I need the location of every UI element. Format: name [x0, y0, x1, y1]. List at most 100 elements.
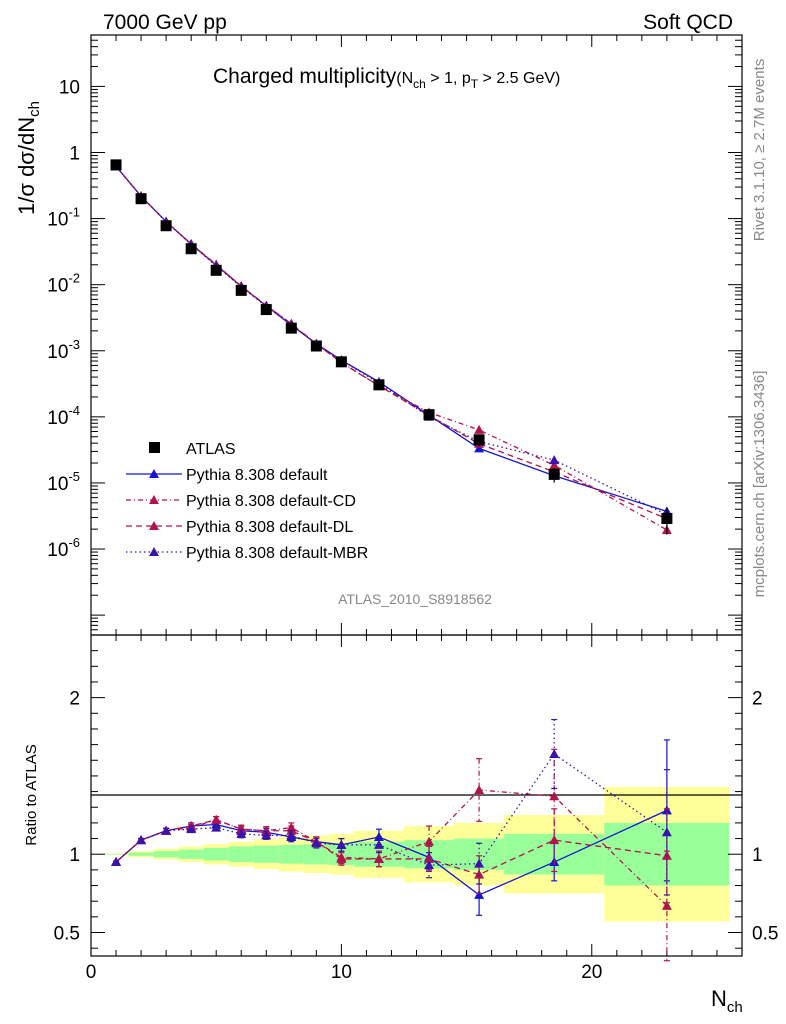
y-axis-label-main: 1/σ dσ/dNch — [14, 101, 43, 215]
ratio-series-marker — [424, 836, 435, 846]
ratio-series-marker — [286, 830, 297, 840]
ratio-series-line — [115, 753, 668, 866]
ratio-series-marker — [373, 839, 384, 849]
x-axis-label: Nch — [711, 986, 743, 1016]
data-point — [373, 379, 385, 391]
ratio-series-marker — [424, 860, 435, 870]
energy-label: 7000 GeV pp — [103, 11, 227, 34]
ratio-series-marker — [136, 835, 147, 845]
main-series-marker — [474, 424, 485, 434]
ratio-y-tick-label-right: 1 — [752, 845, 763, 866]
main-y-tick-label: 10-2 — [47, 271, 80, 297]
main-series-marker — [474, 443, 485, 453]
data-point — [110, 159, 122, 171]
ratio-band-inner — [203, 847, 229, 861]
main-series-marker — [549, 455, 560, 465]
data-point — [185, 243, 197, 255]
legend-label: Pythia 8.308 default-DL — [186, 519, 353, 536]
ratio-series-marker — [474, 785, 485, 795]
data-point — [210, 264, 222, 276]
data-point — [310, 340, 322, 352]
ratio-series-marker — [549, 749, 560, 759]
ratio-band-inner — [178, 849, 204, 859]
ratio-series-marker — [474, 858, 485, 868]
ratio-series-marker — [549, 835, 560, 845]
ratio-series-marker — [236, 828, 247, 838]
main-series-marker — [549, 460, 560, 470]
ratio-series-marker — [311, 838, 322, 848]
data-point — [160, 220, 172, 232]
ratio-band-inner — [228, 846, 254, 863]
legend-marker — [149, 547, 159, 556]
x-tick-label: 20 — [581, 962, 602, 983]
ratio-series-marker — [661, 827, 672, 837]
ratio-band-inner — [278, 844, 304, 864]
ratio-series-marker — [261, 830, 272, 840]
ratio-series-marker — [549, 791, 560, 801]
legend-marker-data — [149, 442, 160, 453]
data-point — [661, 512, 673, 524]
ratio-series-marker — [661, 900, 672, 910]
main-y-tick-label: 10-4 — [47, 403, 80, 429]
legend-marker — [149, 495, 159, 504]
legend-marker — [149, 469, 159, 478]
data-point — [548, 468, 560, 480]
ratio-panel: 0 10 20 0.5 0.5 1 1 2 2 — [54, 634, 778, 983]
ratio-y-tick-label: 0.5 — [54, 924, 80, 945]
ratio-series-marker — [161, 825, 172, 835]
mcplots-label: mcplots.cern.ch [arXiv:1306.3436] — [751, 371, 768, 598]
main-y-tick-label: 10 — [59, 77, 80, 98]
main-series-line — [115, 165, 668, 516]
legend: ATLAS Pythia 8.308 default Pythia 8.308 d… — [126, 441, 368, 562]
ratio-series-marker — [111, 857, 122, 867]
rivet-label: Rivet 3.1.10, ≥ 2.7M events — [751, 59, 768, 242]
ratio-band-inner — [303, 844, 329, 865]
data-point — [335, 356, 347, 368]
x-tick-label: 10 — [331, 962, 352, 983]
data-point — [235, 284, 247, 296]
ratio-series-marker — [211, 822, 222, 832]
ratio-series-marker — [373, 853, 384, 863]
ratio-series-marker — [236, 824, 247, 834]
ratio-y-tick-label-right: 2 — [752, 689, 763, 710]
ratio-frame — [90, 634, 743, 957]
ratio-band-inner — [128, 852, 154, 856]
main-series-line — [115, 165, 668, 520]
y-axis-label-ratio: Ratio to ATLAS — [23, 744, 40, 845]
legend-label: Pythia 8.308 default-CD — [186, 493, 356, 510]
legend-label: Pythia 8.308 default-MBR — [186, 545, 368, 562]
ratio-series-marker — [336, 839, 347, 849]
ratio-series-marker — [186, 824, 197, 834]
legend-label: Pythia 8.308 default — [186, 467, 328, 484]
x-tick-label: 0 — [86, 962, 97, 983]
data-point — [473, 434, 485, 446]
ratio-series-marker — [474, 869, 485, 879]
ratio-band-inner — [153, 851, 179, 858]
data-point — [285, 322, 297, 334]
ratio-band-inner — [103, 853, 129, 855]
data-point — [260, 304, 272, 316]
main-series-line — [115, 165, 668, 512]
ratio-y-tick-label: 2 — [69, 689, 80, 710]
data-point — [423, 409, 435, 421]
main-panel: 10-6 10-5 10-4 10-3 10-2 10-1 1 10 — [47, 34, 743, 636]
ratio-series-marker — [261, 825, 272, 835]
main-y-tick-label: 10-5 — [47, 469, 80, 495]
main-y-tick-label: 10-1 — [47, 205, 80, 231]
ratio-series-marker — [211, 814, 222, 824]
analysis-label: ATLAS_2010_S8918562 — [338, 591, 492, 607]
ratio-y-tick-label: 1 — [69, 845, 80, 866]
plot-title: Charged multiplicity(Nch > 1, pT > 2.5 G… — [213, 65, 560, 91]
data-point — [135, 193, 147, 205]
process-label: Soft QCD — [643, 11, 733, 34]
ratio-series-marker — [474, 889, 485, 899]
legend-marker — [149, 521, 159, 530]
main-y-tick-label: 1 — [69, 144, 80, 165]
main-y-tick-label: 10-3 — [47, 337, 80, 363]
legend-label-data: ATLAS — [186, 441, 236, 458]
ratio-band-inner — [253, 845, 279, 863]
ratio-series-marker — [336, 853, 347, 863]
main-y-tick-label: 10-6 — [47, 535, 80, 561]
ratio-y-tick-label-right: 0.5 — [752, 924, 778, 945]
